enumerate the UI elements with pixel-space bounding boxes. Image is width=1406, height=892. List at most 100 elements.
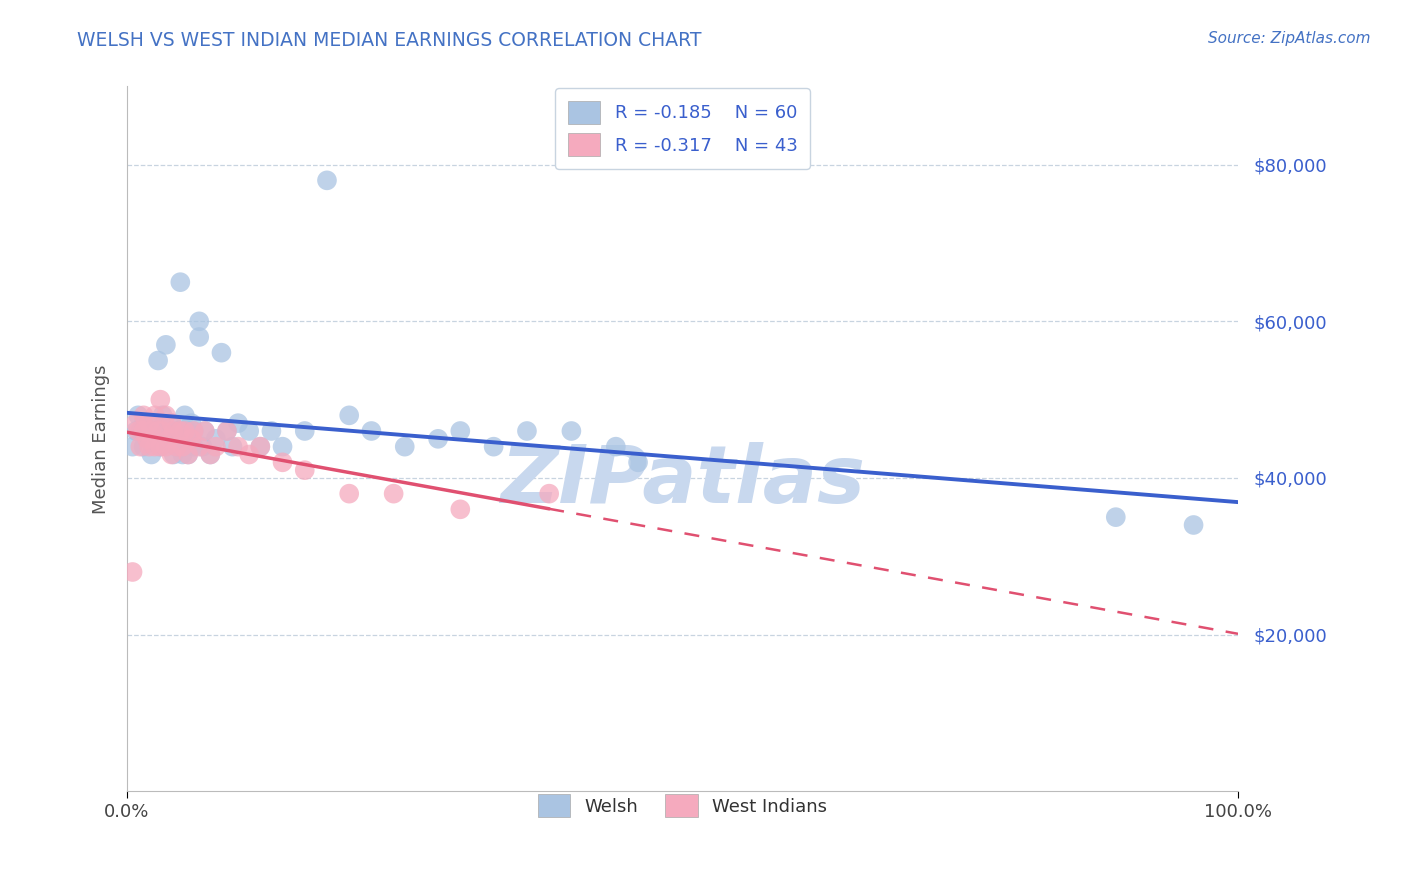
Point (149, 424, 172, 438)
Point (1182, 518, 1205, 533)
Point (138, 416, 160, 430)
Point (538, 486, 561, 500)
Point (138, 424, 160, 438)
Point (180, 416, 202, 430)
Point (125, 416, 148, 430)
Point (173, 424, 195, 438)
Point (136, 432, 159, 446)
Text: Source: ZipAtlas.com: Source: ZipAtlas.com (1208, 31, 1371, 46)
Point (249, 440, 271, 454)
Point (226, 416, 249, 430)
Point (177, 448, 200, 462)
Point (125, 424, 148, 438)
Point (180, 432, 202, 446)
Point (200, 448, 222, 462)
Point (205, 432, 228, 446)
Point (188, 440, 211, 454)
Point (382, 486, 405, 500)
Point (138, 440, 160, 454)
Point (132, 416, 155, 430)
Point (155, 409, 177, 423)
Point (143, 424, 166, 438)
Point (132, 424, 155, 438)
Point (143, 440, 166, 454)
Point (1105, 510, 1128, 524)
Point (143, 409, 166, 423)
Point (146, 424, 169, 438)
Point (360, 424, 382, 438)
Point (194, 424, 217, 438)
Point (205, 440, 228, 454)
Point (166, 440, 188, 454)
Point (152, 409, 174, 423)
Point (560, 424, 582, 438)
Point (163, 424, 186, 438)
Point (173, 409, 195, 423)
Point (238, 424, 260, 438)
Point (215, 424, 238, 438)
Point (200, 448, 222, 462)
Point (163, 448, 186, 462)
Point (132, 440, 155, 454)
Point (449, 502, 471, 516)
Text: ZIPatlas: ZIPatlas (501, 442, 865, 520)
Point (166, 440, 188, 454)
Point (146, 353, 169, 368)
Point (183, 440, 205, 454)
Point (172, 424, 194, 438)
Point (188, 330, 211, 344)
Point (169, 275, 191, 289)
Point (141, 448, 163, 462)
Point (132, 409, 155, 423)
Point (188, 314, 211, 328)
Point (172, 448, 194, 462)
Point (177, 448, 200, 462)
Point (183, 424, 205, 438)
Point (271, 440, 294, 454)
Point (149, 440, 172, 454)
Point (160, 416, 183, 430)
Point (155, 338, 177, 352)
Point (394, 440, 416, 454)
Point (129, 424, 152, 438)
Point (152, 424, 174, 438)
Point (249, 440, 271, 454)
Point (127, 409, 149, 423)
Point (177, 424, 200, 438)
Point (160, 432, 183, 446)
Point (136, 432, 159, 446)
Point (516, 424, 538, 438)
Point (183, 424, 205, 438)
Point (260, 424, 283, 438)
Point (427, 432, 450, 446)
Point (221, 440, 243, 454)
Y-axis label: Median Earnings: Median Earnings (93, 364, 110, 514)
Point (149, 440, 172, 454)
Point (141, 424, 163, 438)
Point (294, 463, 316, 477)
Point (127, 424, 149, 438)
Point (337, 409, 360, 423)
Point (157, 432, 180, 446)
Point (129, 440, 152, 454)
Point (155, 424, 177, 438)
Point (172, 440, 194, 454)
Point (238, 448, 260, 462)
Legend: Welsh, West Indians: Welsh, West Indians (530, 787, 835, 824)
Point (449, 424, 471, 438)
Point (121, 440, 143, 454)
Point (316, 173, 339, 187)
Point (226, 440, 249, 454)
Point (121, 565, 143, 579)
Point (143, 416, 166, 430)
Point (191, 440, 214, 454)
Point (215, 424, 238, 438)
Point (605, 440, 627, 454)
Point (160, 448, 183, 462)
Point (157, 424, 180, 438)
Point (155, 440, 177, 454)
Point (337, 486, 360, 500)
Text: WELSH VS WEST INDIAN MEDIAN EARNINGS CORRELATION CHART: WELSH VS WEST INDIAN MEDIAN EARNINGS COR… (77, 31, 702, 50)
Point (482, 440, 505, 454)
Point (194, 424, 217, 438)
